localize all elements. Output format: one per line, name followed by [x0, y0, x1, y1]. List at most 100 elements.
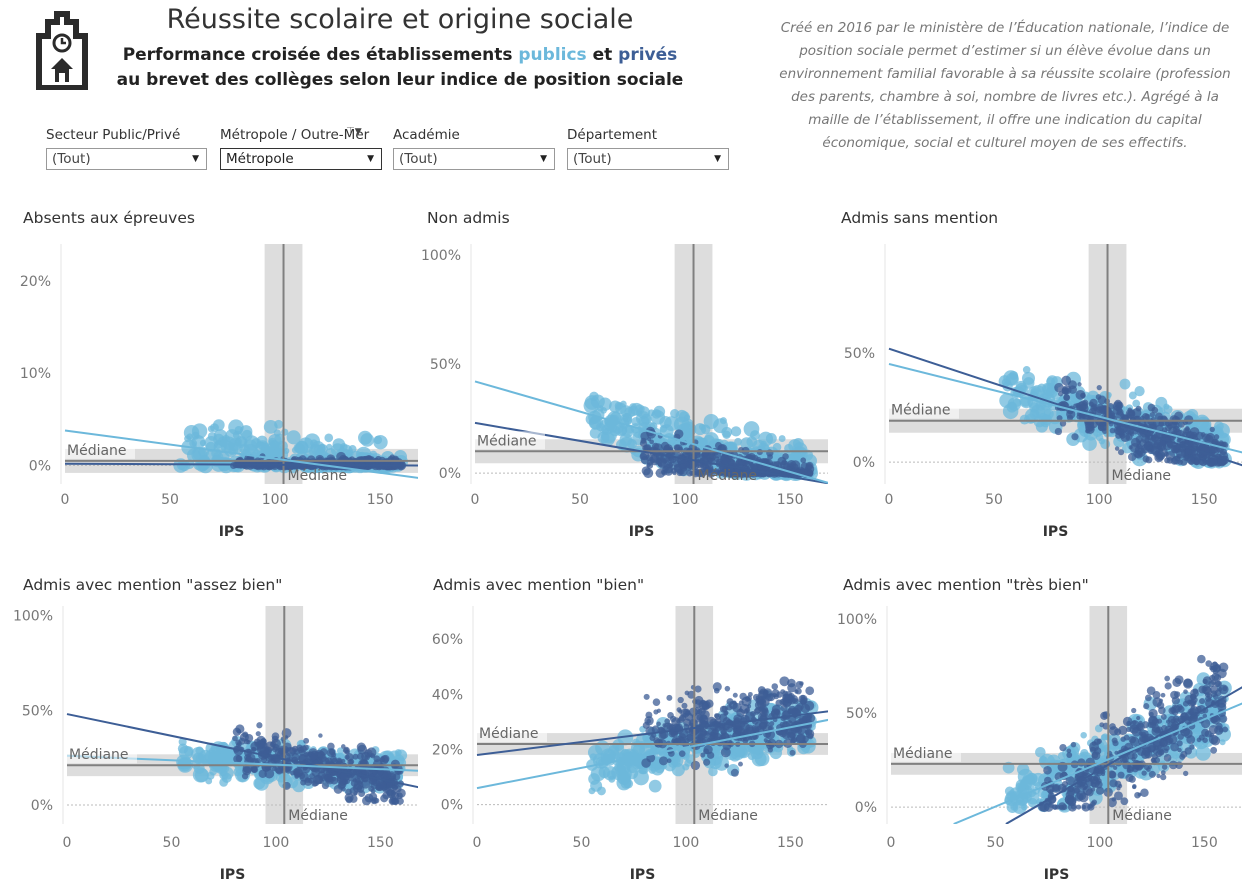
- data-point: [1071, 433, 1079, 441]
- data-point: [1177, 747, 1182, 753]
- data-point: [1216, 429, 1225, 437]
- data-point: [623, 778, 634, 789]
- x-tick-label: 150: [777, 492, 804, 508]
- data-point: [1189, 693, 1197, 700]
- data-point: [588, 410, 602, 424]
- data-point: [293, 766, 304, 777]
- data-point: [777, 456, 787, 466]
- data-point: [714, 713, 720, 719]
- filter-academie-select[interactable]: (Tout) ▼: [393, 148, 555, 170]
- data-point: [1152, 441, 1160, 450]
- data-point: [1163, 405, 1173, 415]
- data-point: [794, 689, 799, 694]
- data-point: [379, 755, 389, 765]
- data-point: [1152, 748, 1159, 755]
- funnel-icon[interactable]: ⊤▼: [346, 126, 362, 137]
- data-point: [1102, 405, 1108, 410]
- data-point: [1109, 723, 1116, 730]
- data-point: [747, 691, 753, 697]
- data-point: [1148, 708, 1158, 719]
- filter-metropole-value: Métropole: [226, 151, 294, 167]
- data-point: [1171, 446, 1179, 454]
- data-point: [263, 419, 278, 434]
- ips-description: Créé en 2016 par le ministère de l’Éduca…: [779, 20, 1231, 151]
- data-point: [1141, 770, 1147, 776]
- data-point: [714, 469, 719, 475]
- data-point: [241, 772, 249, 780]
- data-point: [1074, 792, 1084, 802]
- data-point: [1196, 737, 1202, 743]
- data-point: [314, 775, 324, 785]
- data-point: [1129, 736, 1140, 746]
- data-point: [336, 747, 344, 755]
- data-point: [1163, 745, 1170, 752]
- x-tick-label: 100: [1086, 492, 1113, 508]
- trend-line-public: [474, 380, 828, 484]
- data-point: [1160, 692, 1166, 698]
- chart-title-non-admis: Non admis: [427, 209, 510, 227]
- filter-metropole-select[interactable]: Métropole ▼: [220, 148, 382, 170]
- data-point: [1061, 804, 1068, 811]
- data-point: [1127, 413, 1132, 419]
- data-point: [1160, 774, 1167, 781]
- y-tick-label: 0%: [29, 459, 51, 475]
- x-tick-label: 150: [367, 835, 394, 851]
- trend-line-public: [64, 429, 418, 479]
- filter-departement-select[interactable]: (Tout) ▼: [567, 148, 729, 170]
- trend-line-private: [64, 462, 418, 467]
- data-point: [1140, 788, 1149, 797]
- data-point: [726, 726, 733, 733]
- data-point: [620, 400, 627, 408]
- data-point: [721, 426, 733, 438]
- data-point: [1030, 388, 1039, 397]
- data-point: [321, 782, 329, 790]
- data-point: [684, 690, 690, 696]
- data-point: [751, 725, 756, 730]
- data-point: [767, 454, 773, 460]
- chevron-down-icon: ▼: [367, 154, 374, 164]
- data-point: [800, 457, 807, 464]
- data-point: [339, 772, 348, 780]
- data-point: [1059, 420, 1067, 427]
- data-point: [1127, 452, 1137, 462]
- chart-title-assez-bien: Admis avec mention "assez bien": [23, 576, 283, 594]
- data-point: [1204, 692, 1211, 698]
- chevron-down-icon: ▼: [540, 154, 547, 164]
- data-point: [191, 446, 207, 463]
- x-axis-label: IPS: [1044, 867, 1070, 883]
- filter-academie: Académie (Tout) ▼: [393, 127, 555, 170]
- data-point: [736, 748, 745, 757]
- data-point: [1195, 705, 1202, 712]
- data-point: [1173, 691, 1181, 698]
- data-point: [597, 786, 606, 796]
- y-tick-label: 0%: [853, 455, 875, 471]
- data-point: [1160, 770, 1166, 775]
- data-point: [1080, 731, 1087, 739]
- x-tick-label: 100: [1087, 835, 1114, 851]
- data-point: [189, 439, 198, 448]
- median-label-horizontal: Médiane: [67, 443, 127, 459]
- data-point: [274, 419, 284, 429]
- data-point: [1061, 375, 1072, 386]
- data-point: [1054, 382, 1064, 393]
- data-point: [726, 698, 734, 706]
- data-point: [747, 736, 753, 741]
- data-point: [386, 781, 393, 789]
- data-point: [1179, 753, 1186, 760]
- y-tick-label: 10%: [20, 366, 51, 382]
- data-point: [1209, 426, 1215, 433]
- median-label-bg: [889, 743, 961, 762]
- filter-secteur-select[interactable]: (Tout) ▼: [46, 148, 207, 170]
- data-point: [1173, 718, 1180, 724]
- data-point: [1123, 734, 1130, 741]
- data-point: [685, 754, 696, 764]
- data-point: [1126, 720, 1132, 726]
- data-point: [207, 431, 217, 441]
- data-point: [724, 763, 729, 768]
